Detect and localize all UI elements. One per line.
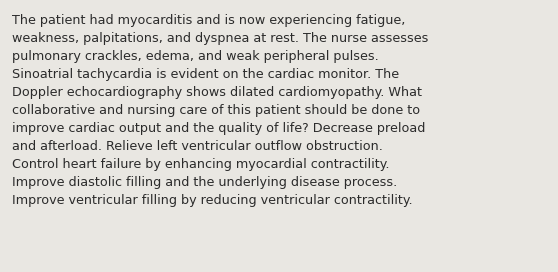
Text: The patient had myocarditis and is now experiencing fatigue,
weakness, palpitati: The patient had myocarditis and is now e…	[12, 14, 429, 207]
